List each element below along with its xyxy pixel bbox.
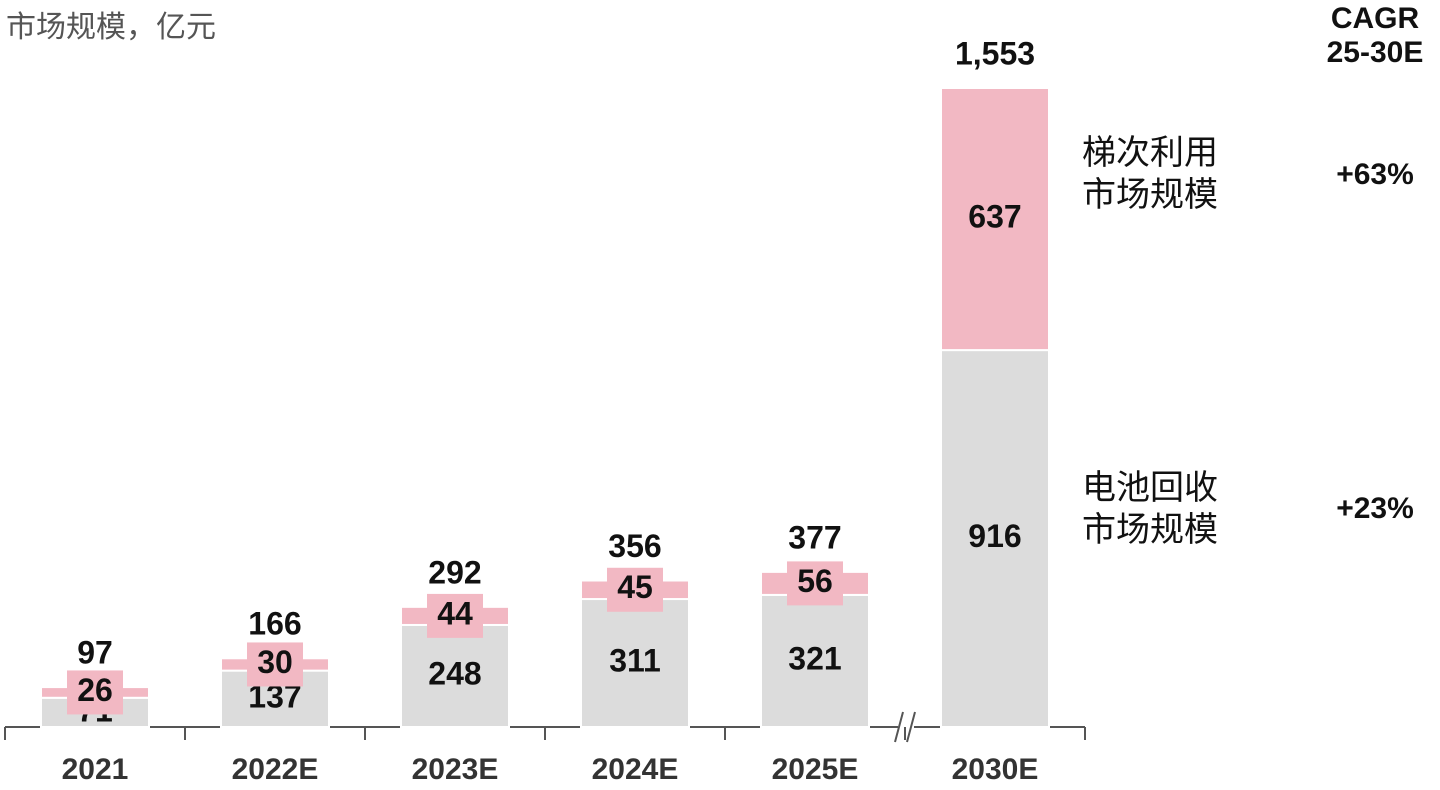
legend-entry: 梯次利用市场规模: [1082, 134, 1218, 214]
data-label: 45: [617, 569, 653, 605]
label-bg: [607, 567, 663, 612]
label-bg: [67, 670, 123, 715]
label-bg: [787, 561, 843, 606]
bar-segment: [940, 349, 1050, 728]
cagr-value: +23%: [1336, 492, 1414, 525]
total-label: 166: [248, 606, 301, 642]
axis-break: [894, 711, 904, 743]
label-bg: [427, 593, 483, 638]
bar-segment: [760, 593, 870, 728]
data-label: 248: [428, 655, 481, 691]
axis-break: [906, 711, 916, 743]
data-label: 637: [968, 199, 1021, 235]
bar-segment: [580, 598, 690, 728]
data-label: 26: [77, 672, 113, 708]
total-label: 1,553: [955, 35, 1035, 71]
total-label: 356: [608, 528, 661, 564]
total-label: 377: [788, 519, 841, 555]
x-tick-label: 2024E: [592, 753, 679, 786]
data-label: 311: [609, 642, 661, 678]
label-bg: [247, 642, 303, 687]
cagr-value: +63%: [1336, 158, 1414, 191]
total-label: 292: [428, 554, 481, 590]
data-label: 56: [797, 563, 833, 599]
bar-segment: [400, 623, 510, 729]
x-tick-label: 2023E: [412, 753, 499, 786]
x-tick-label: 2022E: [232, 753, 319, 786]
data-label: 44: [437, 595, 473, 631]
legend-entry: 电池回收市场规模: [1082, 469, 1218, 549]
x-tick-label: 2021: [62, 753, 129, 786]
total-label: 97: [77, 635, 113, 671]
data-label: 916: [968, 518, 1021, 554]
data-label: 321: [788, 640, 841, 676]
bar-segment: [940, 87, 1050, 352]
x-tick-label: 2030E: [952, 753, 1039, 786]
x-tick-label: 2025E: [772, 753, 859, 786]
data-label: 30: [257, 644, 293, 680]
cagr-title: CAGR 25-30E: [1326, 2, 1424, 69]
chart-title: 市场规模，亿元: [6, 11, 216, 44]
